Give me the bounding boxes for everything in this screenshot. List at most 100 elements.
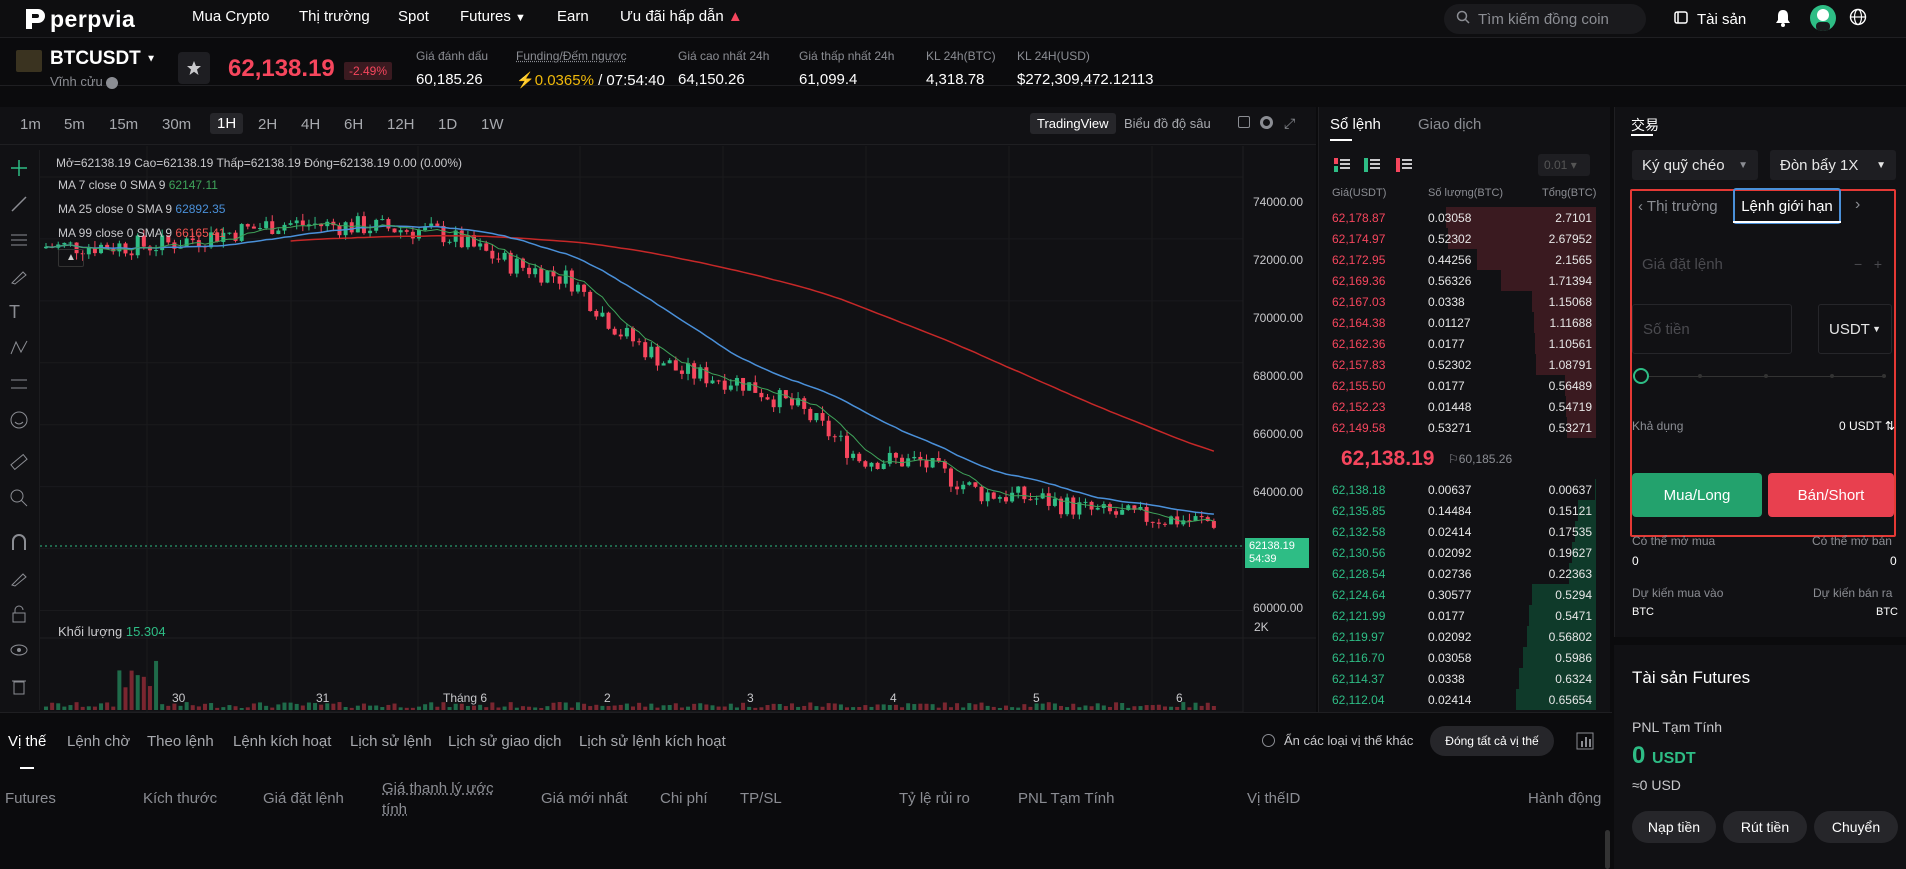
ask-row[interactable]: 62,169.36 0.56326 1.71394 — [1326, 270, 1596, 291]
nav-buy-crypto[interactable]: Mua Crypto — [192, 8, 270, 25]
view-tradingview[interactable]: TradingView — [1030, 113, 1116, 134]
close-all-positions-button[interactable]: Đóng tất cả vị thế — [1430, 726, 1554, 756]
bid-row[interactable]: 62,121.99 0.0177 0.5471 — [1326, 605, 1596, 626]
buy-long-button[interactable]: Mua/Long — [1632, 473, 1762, 517]
nav-futures[interactable]: Futures ▼ — [460, 8, 526, 25]
tab-positions[interactable]: Vị thế — [8, 733, 47, 750]
measure-icon[interactable] — [9, 374, 29, 394]
eye-icon[interactable] — [9, 640, 29, 660]
bid-row[interactable]: 62,124.64 0.30577 0.5294 — [1326, 584, 1596, 605]
transfer-icon[interactable]: ⇅ — [1884, 419, 1895, 433]
assets-button[interactable]: Tài sản — [1673, 6, 1746, 32]
tab-open-orders[interactable]: Lệnh chờ — [67, 733, 131, 750]
precision-select[interactable]: 0.01 ▾ — [1538, 154, 1590, 176]
ruler-icon[interactable] — [9, 452, 29, 472]
ask-row[interactable]: 62,167.03 0.0338 1.15068 — [1326, 291, 1596, 312]
tab-order-history[interactable]: Lịch sử lệnh — [350, 733, 432, 750]
pattern-icon[interactable] — [9, 338, 29, 358]
fullscreen-icon[interactable]: ⤢ — [1284, 115, 1296, 131]
transfer-button[interactable]: Chuyển — [1814, 811, 1898, 843]
trendline-icon[interactable] — [9, 194, 29, 214]
ma99-legend[interactable]: MA 99 close 0 SMA 9 66165.41 — [58, 226, 225, 240]
fib-icon[interactable] — [9, 230, 29, 250]
magnet-icon[interactable] — [9, 532, 29, 552]
ask-row[interactable]: 62,172.95 0.44256 2.1565 — [1326, 249, 1596, 270]
tab-trigger-orders[interactable]: Lệnh kích hoạt — [233, 733, 332, 750]
nav-markets[interactable]: Thị trường — [299, 8, 370, 25]
collapse-legend-icon[interactable]: ▲ — [58, 249, 84, 267]
emoji-icon[interactable] — [9, 410, 29, 430]
tf-1w[interactable]: 1W — [481, 116, 504, 133]
nav-spot[interactable]: Spot — [398, 8, 429, 25]
book-bids-icon[interactable] — [1364, 158, 1380, 175]
tab-trades[interactable]: Giao dịch — [1418, 116, 1482, 133]
info-icon[interactable] — [106, 76, 119, 89]
zoom-in-icon[interactable] — [9, 488, 29, 508]
ask-row[interactable]: 62,155.50 0.0177 0.56489 — [1326, 375, 1596, 396]
ask-row[interactable]: 62,149.58 0.53271 0.53271 — [1326, 417, 1596, 438]
order-tab-market[interactable]: ‹ Thị trường — [1638, 198, 1718, 215]
amount-input[interactable]: Số tiền — [1632, 304, 1792, 354]
price-stepper[interactable]: − + — [1853, 256, 1882, 272]
bid-row[interactable]: 62,114.37 0.0338 0.6324 — [1326, 668, 1596, 689]
withdraw-button[interactable]: Rút tiền — [1723, 811, 1807, 843]
tf-1m[interactable]: 1m — [20, 116, 41, 133]
ask-row[interactable]: 62,162.36 0.0177 1.10561 — [1326, 333, 1596, 354]
bell-icon[interactable] — [1775, 9, 1791, 30]
text-tool-icon[interactable]: T — [9, 302, 20, 322]
tf-1h[interactable]: 1H — [210, 113, 244, 134]
tf-12h[interactable]: 12H — [387, 116, 415, 133]
tf-15m[interactable]: 15m — [109, 116, 139, 133]
ma25-legend[interactable]: MA 25 close 0 SMA 9 62892.35 — [58, 202, 225, 216]
bid-row[interactable]: 62,130.56 0.02092 0.19627 — [1326, 542, 1596, 563]
trash-icon[interactable] — [9, 676, 29, 696]
price-chart[interactable] — [40, 146, 1316, 712]
chevron-right-icon[interactable]: › — [1855, 196, 1861, 213]
book-asks-icon[interactable] — [1396, 158, 1412, 175]
amount-slider-handle[interactable] — [1633, 368, 1649, 384]
indicators-icon[interactable] — [1238, 116, 1250, 128]
currency-select[interactable]: USDT ▼ — [1818, 304, 1892, 354]
tf-30m[interactable]: 30m — [162, 116, 192, 133]
leverage-select[interactable]: Đòn bẩy 1X ▼ — [1770, 150, 1896, 180]
bid-row[interactable]: 62,116.70 0.03058 0.5986 — [1326, 647, 1596, 668]
ask-row[interactable]: 62,152.23 0.01448 0.54719 — [1326, 396, 1596, 417]
bid-row[interactable]: 62,132.58 0.02414 0.17535 — [1326, 521, 1596, 542]
brush-icon[interactable] — [9, 266, 29, 286]
bid-row[interactable]: 62,128.54 0.02736 0.22363 — [1326, 563, 1596, 584]
bid-row[interactable]: 62,138.18 0.00637 0.00637 — [1326, 479, 1596, 500]
ask-row[interactable]: 62,164.38 0.01127 1.11688 — [1326, 312, 1596, 333]
tab-orderbook[interactable]: Sổ lệnh — [1330, 116, 1381, 133]
price-input[interactable]: Giá đặt lệnh − + — [1632, 238, 1892, 290]
crosshair-icon[interactable] — [9, 158, 29, 178]
tf-1d[interactable]: 1D — [438, 116, 458, 133]
avatar[interactable] — [1810, 5, 1836, 31]
positions-scrollbar[interactable] — [1605, 830, 1610, 869]
view-depth[interactable]: Biểu đồ độ sâu — [1124, 116, 1211, 131]
tf-4h[interactable]: 4H — [301, 116, 321, 133]
margin-mode-select[interactable]: Ký quỹ chéo ▼ — [1632, 150, 1758, 180]
col-liq-price[interactable]: Giá thanh lý ước — [382, 780, 494, 797]
tab-trade-history[interactable]: Lịch sử giao dịch — [448, 733, 562, 750]
tf-5m[interactable]: 5m — [64, 116, 85, 133]
favorite-star-icon[interactable] — [178, 52, 210, 84]
order-tab-limit[interactable]: Lệnh giới hạn — [1733, 188, 1841, 224]
logo[interactable]: perpvia — [24, 6, 135, 32]
symbol-selector[interactable]: BTCUSDT ▼ — [50, 48, 156, 70]
globe-icon[interactable] — [1849, 8, 1867, 29]
sell-short-button[interactable]: Bán/Short — [1768, 473, 1894, 517]
amount-slider-track[interactable] — [1640, 376, 1886, 377]
chart-toggle-icon[interactable] — [1576, 732, 1594, 753]
hide-others-radio[interactable] — [1262, 734, 1275, 747]
book-both-icon[interactable] — [1334, 158, 1350, 175]
ask-row[interactable]: 62,178.87 0.03058 2.7101 — [1326, 207, 1596, 228]
settings-gear-icon[interactable] — [1260, 116, 1273, 129]
tf-6h[interactable]: 6H — [344, 116, 364, 133]
search-box[interactable]: Tìm kiếm đồng coin — [1444, 4, 1646, 34]
lock-drawing-icon[interactable] — [9, 568, 29, 588]
ma7-legend[interactable]: MA 7 close 0 SMA 9 62147.11 — [58, 178, 218, 192]
deposit-button[interactable]: Nạp tiền — [1632, 811, 1716, 843]
bid-row[interactable]: 62,119.97 0.02092 0.56802 — [1326, 626, 1596, 647]
nav-promotions[interactable]: Ưu đãi hấp dẫn ▲ — [620, 8, 743, 25]
lock-icon[interactable] — [9, 604, 29, 624]
